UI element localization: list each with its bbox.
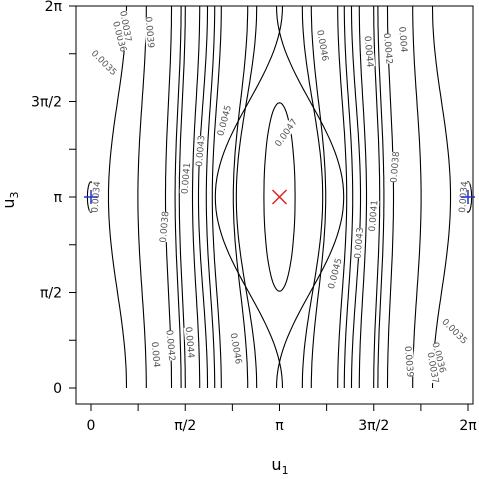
y-tick-label: π/2 [40,286,62,302]
y-tick-label: 2π [45,0,63,15]
contour-0-0045-right [412,6,422,388]
marker-maximum [271,189,288,205]
marker-minimum-right [461,190,475,204]
y-tick-label: 3π/2 [31,95,62,111]
contour-label-bg [388,151,402,183]
contour-label-bg [157,211,171,243]
contour-label-bg [179,162,193,194]
contour-label-bg [143,16,157,48]
contour-0-0046-right [431,6,452,389]
contour-label-0-004-left: 0.004 [149,341,161,368]
contour-label-0-0041-left: 0.0041 [180,162,193,194]
contour-label-0-0043-left: 0.0043 [195,135,208,167]
contour-label-0-0047-left: 0.0047 [274,117,300,149]
contour-0-0039-right [337,6,348,388]
contour-label-0-0039-left: 0.0039 [142,16,155,49]
contour-0-0043-left [164,6,173,388]
contour-label-bg [440,317,469,346]
contour-label-bg [228,332,244,365]
contour-label-0-0044-right: 0.0044 [362,36,375,69]
contour-label-bg [362,36,376,67]
contour-0-004-left [205,6,216,388]
contour-label-0-0042-right: 0.0042 [381,33,394,65]
contour-label-bg [273,117,299,148]
contour-0-0036-left [235,6,258,389]
contour-label-bg [430,341,448,374]
y-tick-label: π [54,190,63,206]
y-tick-label: 0 [53,381,62,397]
contour-label-0-0045-left: 0.0045 [216,104,234,137]
contour-label-bg [149,339,163,370]
contour-label-bg [352,227,366,259]
contour-label-0-0035-left: 0.0035 [89,49,118,78]
contour-label-bg [193,135,207,167]
contour-0-0039-left [211,6,222,388]
contour-label-bg [164,330,178,361]
contour-0-0042-right [358,6,368,388]
contour-label-bg [381,33,395,64]
contour-label-0-0043-right: 0.0043 [353,227,366,259]
contour-0-0044-right [377,6,385,388]
contour-0-0038-left [197,6,209,388]
contour-0-0044-left [174,6,182,388]
x-tick-label: π/2 [174,418,196,434]
contour-label-bg [366,200,380,232]
contour-label-0-0039-right: 0.0039 [402,346,415,379]
contour-0-0047 [263,102,296,292]
contour-label-bg [326,257,344,290]
contour-0-0041-left [178,6,186,388]
marker-minimum-left [84,190,98,204]
x-tick-label: π [275,418,284,434]
contour-label-bg [396,24,410,55]
contour-0-0043-right [386,6,395,388]
contour-label-0-0041-right: 0.0041 [368,200,381,232]
contour-0-0038-right [350,6,362,388]
contour-0-0045-left [137,6,147,388]
y-axis-label: u3 [0,191,21,208]
markers [84,189,475,205]
contour-0-0046-left [107,6,128,389]
contour-label-0-0038-right: 0.0038 [389,151,402,184]
contour-0-0037-left [232,6,249,388]
contour-label-0-0046-left: 0.0046 [228,332,243,365]
y-axis: 0 π/2 π 3π/2 2π [31,0,77,397]
x-tick-label: 3π/2 [358,418,389,434]
contour-label-0-0044-left: 0.0044 [183,326,196,359]
contour-label-0-004-right: 0.004 [396,26,408,53]
x-axis-label: u1 [271,455,288,477]
contour-0-0042-left [191,6,201,388]
x-tick-label: 2π [459,418,477,434]
contour-label-0-0045-right: 0.0045 [327,257,345,290]
contour-label-0-0042-left: 0.0042 [163,329,176,361]
contour-label-bg [118,10,134,42]
contour-label-0-0035-right: 0.0035 [439,317,468,346]
contour-label-bg [111,20,129,53]
contour-label-bg [315,29,331,62]
contour-label-bg [402,346,416,378]
contour-lines [86,6,473,389]
contour-0-0036-right [301,6,324,389]
contour-0-0041-right [373,6,381,388]
contour-label-bg [183,327,197,358]
contour-label-bg [215,104,233,137]
contour-label-0-0038-left: 0.0038 [159,211,172,244]
contour-label-0-0046-right: 0.0046 [314,29,329,62]
contour-label-bg [90,48,119,77]
contour-label-bg [425,352,441,384]
contour-0-004-right [343,6,354,388]
contour-0-0037-right [310,6,327,388]
contour-0-0035-left [214,6,284,389]
x-tick-label: 0 [87,418,96,434]
contour-0-0035-right [275,6,345,389]
x-axis: 0 π/2 π 3π/2 2π [87,403,477,434]
